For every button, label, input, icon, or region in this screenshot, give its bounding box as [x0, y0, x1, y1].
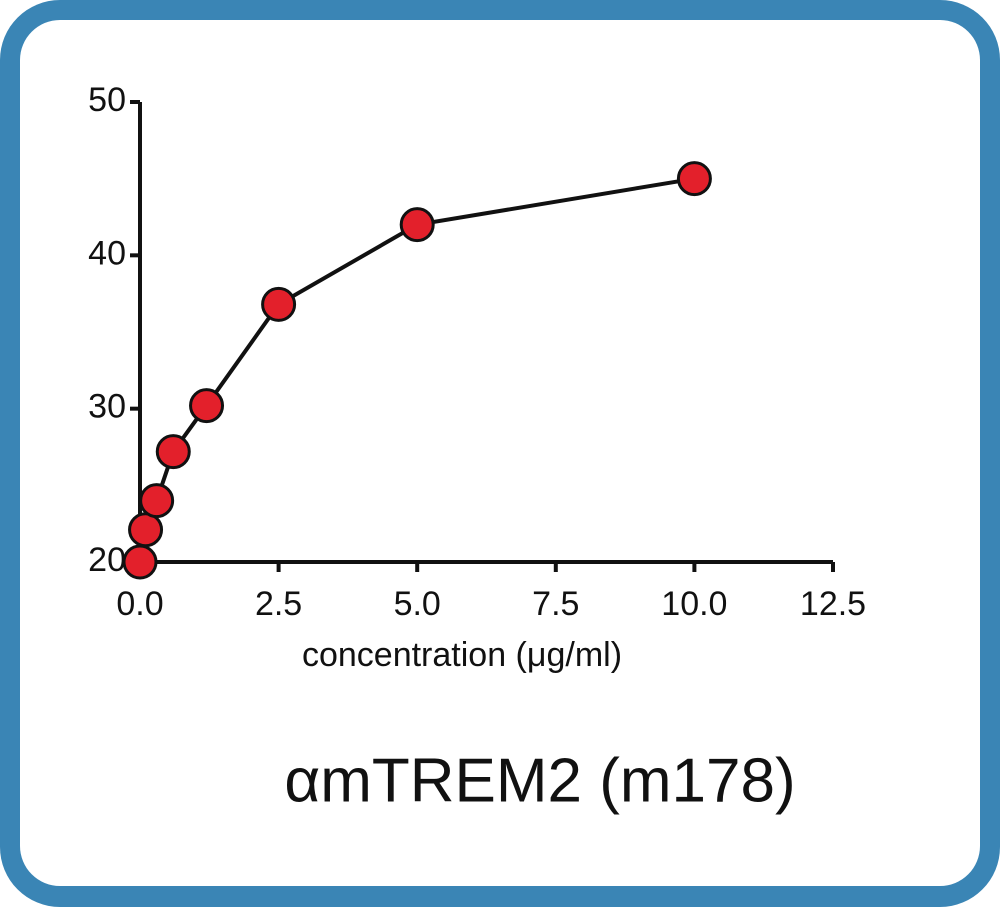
- x-tick-label: 5.0: [394, 585, 441, 623]
- y-tick-label: 50: [88, 81, 126, 119]
- data-point: [139, 483, 175, 519]
- data-point: [261, 286, 297, 322]
- data-point: [155, 434, 191, 470]
- x-axis-label: concentration (μg/ml): [302, 636, 622, 674]
- x-tick-label: 12.5: [800, 585, 866, 623]
- y-tick-label: 30: [88, 388, 126, 426]
- x-tick-label: 0.0: [116, 585, 163, 623]
- data-point: [189, 388, 225, 424]
- panel: [20, 20, 980, 886]
- data-point: [399, 207, 435, 243]
- data-point: [676, 161, 712, 197]
- x-tick-label: 2.5: [255, 585, 302, 623]
- x-tick-label: 7.5: [532, 585, 579, 623]
- y-tick-label: 20: [88, 541, 126, 579]
- chart-title: αmTREM2 (m178): [284, 746, 795, 815]
- y-tick-label: 40: [88, 234, 126, 272]
- x-tick-label: 10.0: [661, 585, 727, 623]
- data-point: [122, 544, 158, 580]
- data-point: [128, 512, 164, 548]
